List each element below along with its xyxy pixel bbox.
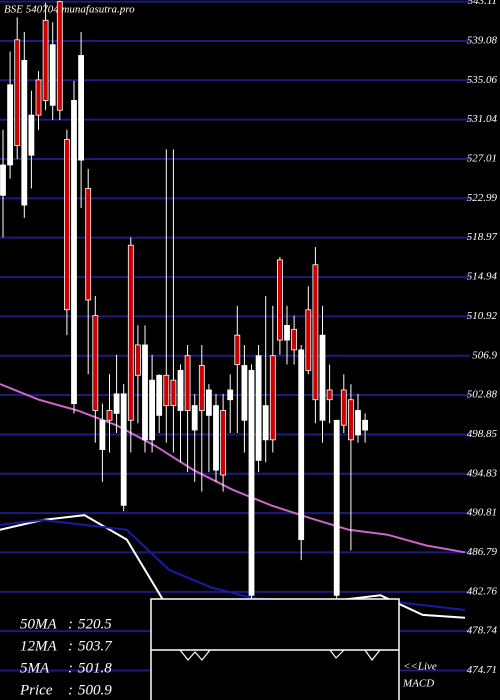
candle-body: [127, 244, 134, 421]
candle-body: [241, 365, 248, 421]
candle-body: [113, 393, 120, 414]
y-tick-label: 522.99: [467, 192, 498, 204]
y-tick-label: 514.94: [467, 271, 498, 283]
candle-body: [326, 389, 333, 401]
candle-body: [7, 84, 13, 166]
legend-name: 50MA: [20, 616, 57, 632]
y-tick-label: 478.74: [467, 625, 498, 637]
y-tick-label: 531.04: [467, 113, 498, 125]
candle-body: [177, 369, 184, 411]
candle-body: [340, 389, 347, 426]
candle-body: [56, 1, 63, 111]
legend-name: 5MA: [20, 660, 50, 676]
candle-body: [49, 44, 56, 106]
legend-separator: :: [68, 682, 73, 698]
annotation: MACD: [402, 678, 434, 690]
candle-body: [35, 79, 42, 116]
candle-body: [14, 39, 21, 146]
y-tick-label: 539.08: [467, 35, 498, 47]
legend-separator: :: [68, 660, 73, 676]
annotation: <<Live: [403, 661, 437, 673]
indicator-line: [0, 383, 466, 554]
candle-body: [362, 419, 369, 431]
y-tick-label: 474.71: [467, 664, 497, 676]
candle-body: [42, 19, 49, 101]
candle-body: [64, 139, 70, 311]
candle-body: [227, 389, 234, 401]
legend-name: 12MA: [20, 638, 57, 654]
y-tick-label: 518.97: [467, 231, 498, 243]
y-tick-label: 498.85: [467, 428, 498, 440]
candle-body: [0, 164, 6, 196]
candle-body: [355, 410, 361, 436]
y-tick-label: 490.81: [467, 507, 497, 519]
legend-value: 520.5: [78, 616, 112, 632]
legend-name: Price: [19, 682, 53, 698]
candle-body: [106, 410, 113, 421]
candle-body: [312, 264, 319, 401]
candle-body: [319, 334, 326, 421]
y-tick-label: 543.11: [468, 0, 497, 7]
candle-body: [156, 374, 163, 416]
candle-body: [276, 259, 283, 341]
candle-body: [120, 393, 127, 506]
legend-value: 501.8: [78, 660, 112, 676]
candle-body: [28, 114, 35, 156]
candle-body: [234, 334, 241, 365]
y-tick-label: 535.06: [467, 74, 498, 86]
legend-value: 500.9: [78, 682, 112, 698]
candle-body: [170, 379, 177, 407]
candle-body: [213, 405, 219, 471]
candle-body: [205, 389, 212, 416]
candle-body: [291, 328, 298, 351]
candle-body: [134, 344, 141, 376]
candle-body: [198, 365, 205, 411]
candle-body: [21, 59, 28, 206]
candle-body: [191, 405, 198, 431]
legend-separator: :: [68, 638, 73, 654]
candle-body: [220, 410, 227, 476]
y-tick-label: 506.9: [472, 349, 497, 361]
candle-body: [163, 374, 170, 407]
candle-body: [284, 325, 290, 341]
indicator-line: [0, 518, 466, 611]
candle-body: [305, 309, 312, 371]
candle-body: [85, 188, 92, 301]
chart-title: BSE 540704 munafasutra.pro: [4, 4, 135, 16]
y-tick-label: 482.76: [467, 585, 498, 597]
y-tick-label: 502.88: [467, 389, 498, 401]
candle-body: [99, 419, 106, 451]
y-tick-label: 527.01: [467, 153, 497, 165]
y-tick-label: 494.83: [467, 467, 498, 479]
candle-body: [298, 349, 305, 540]
legend-separator: :: [68, 616, 73, 632]
legend-value: 503.7: [78, 638, 113, 654]
candle-body: [71, 100, 77, 405]
candle-body: [269, 355, 276, 441]
macd-wiggle: [179, 649, 381, 662]
y-tick-label: 486.79: [467, 546, 498, 558]
candle-body: [184, 355, 191, 411]
candle-body: [248, 369, 255, 596]
candle-body: [347, 399, 354, 441]
candle-body: [78, 55, 84, 161]
candle-body: [142, 344, 148, 441]
y-tick-label: 510.92: [467, 310, 498, 322]
candle-body: [92, 315, 99, 411]
candle-body: [149, 379, 156, 441]
candle-body: [262, 405, 269, 441]
candle-body: [333, 419, 340, 596]
candle-body: [255, 355, 262, 461]
